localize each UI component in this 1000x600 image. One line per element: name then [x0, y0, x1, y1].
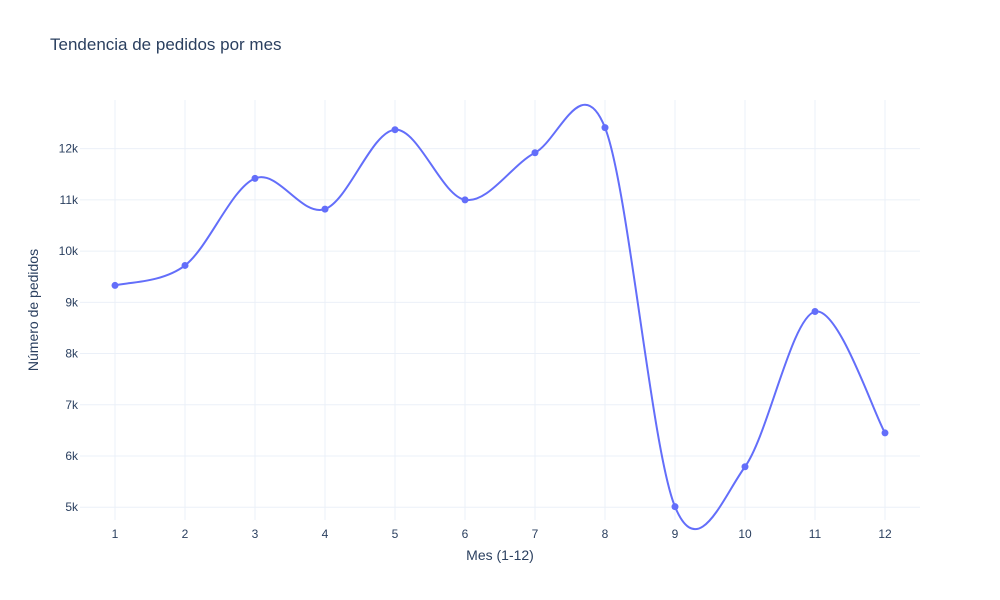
data-point[interactable]	[601, 124, 609, 132]
series-line	[114, 103, 886, 531]
data-point[interactable]	[181, 261, 189, 269]
data-point[interactable]	[741, 463, 749, 471]
data-point[interactable]	[251, 174, 259, 182]
x-tick-label: 5	[392, 527, 399, 541]
y-axis-title: Número de pedidos	[25, 249, 41, 371]
chart-title: Tendencia de pedidos por mes	[50, 35, 282, 54]
x-tick-label: 2	[182, 527, 189, 541]
data-point[interactable]	[811, 308, 819, 316]
y-tick-label: 9k	[65, 295, 79, 309]
x-tick-label: 11	[809, 527, 822, 541]
y-tick-label: 7k	[65, 398, 79, 412]
data-point[interactable]	[461, 196, 469, 204]
x-tick-label: 4	[322, 527, 329, 541]
x-tick-label: 3	[252, 527, 259, 541]
data-point[interactable]	[531, 149, 539, 157]
x-tick-label: 12	[878, 527, 892, 541]
data-point[interactable]	[321, 205, 329, 213]
data-point[interactable]	[111, 281, 119, 289]
y-tick-label: 12k	[59, 142, 79, 156]
y-tick-label: 6k	[65, 449, 79, 463]
series-layer	[111, 103, 889, 531]
x-tick-label: 10	[738, 527, 752, 541]
data-point[interactable]	[881, 429, 889, 437]
x-tick-label: 1	[112, 527, 119, 541]
y-tick-label: 5k	[65, 500, 79, 514]
data-point[interactable]	[391, 126, 399, 134]
y-tick-label: 8k	[65, 347, 79, 361]
x-tick-label: 9	[672, 527, 679, 541]
x-axis-title: Mes (1-12)	[466, 547, 534, 563]
y-tick-label: 10k	[59, 244, 79, 258]
data-point[interactable]	[671, 503, 679, 511]
x-tick-label: 6	[462, 527, 469, 541]
y-tick-label: 11k	[60, 193, 79, 207]
x-tick-label: 7	[532, 527, 539, 541]
grid	[80, 100, 920, 520]
x-tick-label: 8	[602, 527, 609, 541]
